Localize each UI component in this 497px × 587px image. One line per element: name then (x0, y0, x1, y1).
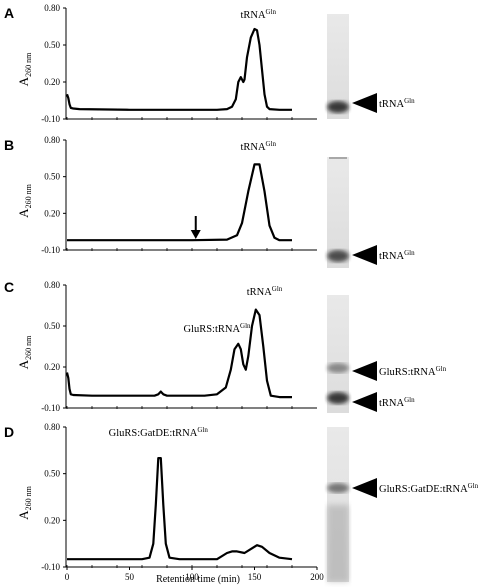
y-tick-label: -0.10 (41, 403, 60, 413)
gel-band (327, 250, 349, 262)
y-tick-label: 0.80 (44, 422, 60, 432)
chart-panel-a: A 0.80 0.50 0.20 -0.10 A260 nm tRNAGln tRNAGln (4, 3, 415, 124)
y-tick-label: 0.20 (44, 77, 60, 87)
peak-label: tRNAGln (240, 140, 276, 153)
gel-label: GluRS:GatDE:tRNAGln (379, 482, 479, 495)
gel-arrowhead (352, 392, 377, 412)
arrow-head (190, 230, 201, 239)
y-tick-label: -0.10 (41, 245, 60, 255)
gel-label: GluRS:tRNAGln (379, 365, 447, 378)
gel-arrowhead (352, 478, 377, 498)
gel-label: tRNAGln (379, 97, 415, 110)
chart-panel-b: B 0.80 0.50 0.20 -0.10 A260 nm tRNAGln tRNAGln (4, 135, 415, 268)
panel-letter: B (4, 137, 14, 153)
y-axis-label: A260 nm (16, 52, 33, 86)
y-tick-label: 0.80 (44, 3, 60, 13)
x-tick-label: 200 (310, 572, 324, 582)
gel-lane (327, 157, 349, 268)
chart-panel-c: C 0.80 0.50 0.20 -0.10 A260 nm GluRS:tRNAGln tR… (4, 279, 447, 413)
gel-lane (327, 14, 349, 119)
y-tick-label: 0.20 (44, 362, 60, 372)
y-axis-label: A260 nm (16, 183, 33, 217)
gel-arrowhead (352, 361, 377, 381)
panel-letter: A (4, 5, 14, 21)
gel-label: tRNAGln (379, 396, 415, 409)
series-line (65, 308, 292, 399)
y-tick-label: 0.20 (44, 208, 60, 218)
gel-band (327, 483, 349, 493)
gel-band (327, 392, 349, 404)
y-tick-label: 0.50 (44, 321, 60, 331)
x-tick-label: 100 (185, 572, 199, 582)
gel-arrowhead (352, 245, 377, 265)
peak-label: tRNAGln (247, 285, 283, 298)
y-axis-label: A260 nm (16, 335, 33, 369)
x-tick-label: 150 (248, 572, 262, 582)
gel-lane (327, 295, 349, 413)
gel-band (327, 363, 349, 373)
peak-label: GluRS:tRNAGln (183, 322, 251, 335)
y-tick-label: -0.10 (41, 114, 60, 124)
series-line (67, 163, 292, 242)
panel-letter: C (4, 279, 14, 295)
series-line (65, 27, 292, 111)
chart-panel-d: D 0.80 0.50 0.20 -0.10 A260 nm GluRS:GatDE:tRN… (4, 422, 479, 585)
x-axis-label: Retention time (min) (156, 574, 240, 585)
x-tick-label: 50 (125, 572, 135, 582)
y-tick-label: 0.50 (44, 172, 60, 182)
y-tick-label: 0.50 (44, 40, 60, 50)
y-tick-label: 0.50 (44, 469, 60, 479)
gel-label: tRNAGln (379, 249, 415, 262)
x-tick-label: 0 (65, 572, 70, 582)
gel-band (327, 101, 349, 113)
panel-letter: D (4, 424, 14, 440)
peak-label: tRNAGln (240, 8, 276, 21)
y-tick-label: -0.10 (41, 562, 60, 572)
y-axis-label: A260 nm (16, 485, 33, 519)
y-tick-label: 0.80 (44, 280, 60, 290)
series-line (67, 457, 293, 561)
y-tick-label: 0.20 (44, 515, 60, 525)
gel-arrowhead (352, 93, 377, 113)
y-tick-label: 0.80 (44, 135, 60, 145)
peak-label: GluRS:GatDE:tRNAGln (109, 426, 209, 439)
gel-smear (327, 505, 349, 582)
